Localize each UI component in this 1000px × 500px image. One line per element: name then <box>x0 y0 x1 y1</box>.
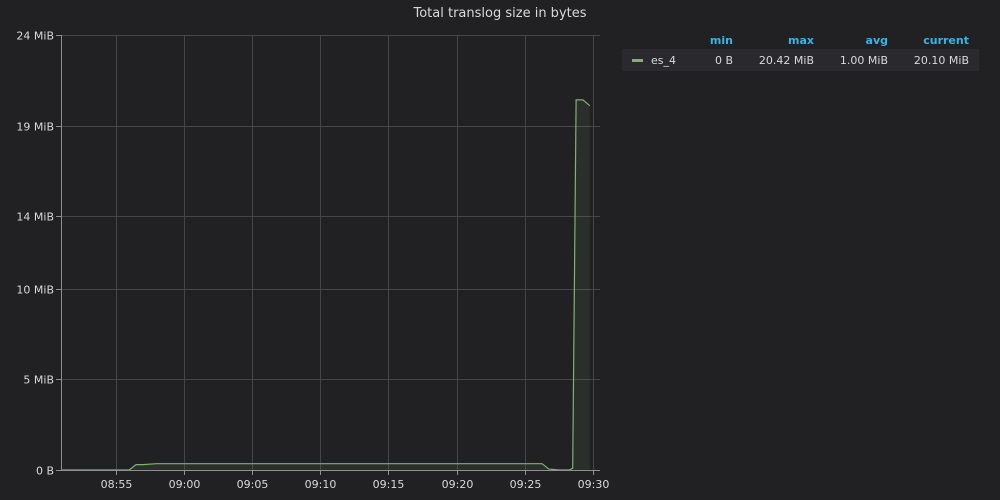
grid-lines <box>61 35 600 471</box>
y-tick-label: 5 MiB <box>23 374 54 387</box>
series-area-es_4 <box>61 99 590 471</box>
legend-series-name[interactable]: es_4 <box>651 53 676 67</box>
series-line-es_4 <box>61 99 591 471</box>
legend-value-max: 20.42 MiB <box>758 53 814 67</box>
legend-header-current[interactable]: current <box>923 33 969 47</box>
legend-header-max[interactable]: max <box>788 33 814 47</box>
legend-value-current: 20.10 MiB <box>913 53 969 67</box>
x-tick-label: 09:25 <box>510 478 542 491</box>
y-tick-label: 0 B <box>36 465 54 478</box>
panel-title[interactable]: Total translog size in bytes <box>413 6 587 21</box>
legend-table: min max avg current es_4 0 B 20.42 MiB 1… <box>622 31 979 71</box>
y-tick-label: 24 MiB <box>16 30 54 43</box>
x-tick-label: 08:55 <box>101 478 133 491</box>
legend-series-row[interactable]: es_4 0 B 20.42 MiB 1.00 MiB 20.10 MiB <box>622 49 979 71</box>
x-tick-label: 09:20 <box>442 478 474 491</box>
x-tick-label: 09:15 <box>373 478 405 491</box>
legend-series-name-cell[interactable]: es_4 <box>622 54 692 67</box>
x-tick-label: 09:10 <box>305 478 337 491</box>
legend-series-color-swatch[interactable] <box>632 58 643 62</box>
legend-header: min max avg current <box>622 31 979 49</box>
series-layer <box>61 99 591 471</box>
legend-value-avg: 1.00 MiB <box>839 53 888 67</box>
x-tick-label: 09:30 <box>578 478 610 491</box>
legend-header-min[interactable]: min <box>709 33 733 47</box>
legend-value-min: 0 B <box>714 53 733 67</box>
x-tick-label: 09:05 <box>237 478 269 491</box>
legend-header-avg[interactable]: avg <box>865 33 888 47</box>
y-tick-label: 14 MiB <box>16 211 54 224</box>
y-tick-label: 10 MiB <box>16 284 54 297</box>
axes: 0 B 5 MiB 10 MiB 14 MiB 19 MiB 24 MiB 08:55 09:… <box>16 30 609 492</box>
y-tick-label: 19 MiB <box>16 121 54 134</box>
x-tick-label: 09:00 <box>169 478 201 491</box>
